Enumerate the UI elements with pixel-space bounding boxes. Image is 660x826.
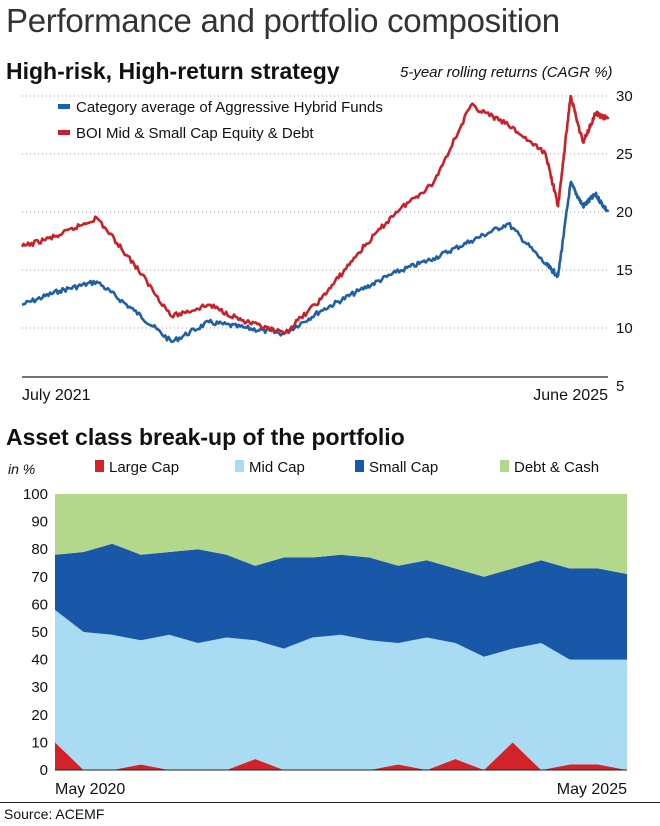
area-chart-y-label: in % bbox=[8, 461, 35, 477]
legend-label-category-avg: Category average of Aggressive Hybrid Fu… bbox=[76, 99, 383, 116]
legend-label-area-0: Large Cap bbox=[109, 459, 179, 476]
line-chart: 5 10 15 20 25 30 July 2021 June 2025 Category… bbox=[20, 88, 633, 404]
area-chart-y-tick: 60 bbox=[31, 596, 48, 613]
area-chart-y-tick: 10 bbox=[31, 734, 48, 751]
area-chart-areas bbox=[55, 494, 627, 771]
area-chart: in % Large Cap Mid Cap Small Cap Debt & Cas… bbox=[8, 459, 627, 798]
line-chart-y-tick: 20 bbox=[616, 204, 633, 221]
line-chart-y-tick: 5 bbox=[616, 378, 624, 395]
line-chart-subtitle: 5-year rolling returns (CAGR %) bbox=[400, 64, 613, 81]
area-chart-y-tick: 20 bbox=[31, 707, 48, 724]
area-chart-y-tick: 70 bbox=[31, 569, 48, 586]
line-chart-x-start-label: July 2021 bbox=[22, 387, 91, 404]
line-chart-y-tick: 25 bbox=[616, 146, 633, 163]
area-chart-y-tick: 0 bbox=[40, 762, 48, 779]
legend-label-area-1: Mid Cap bbox=[249, 459, 305, 476]
area-series-3 bbox=[55, 494, 627, 577]
legend-swatch-category-avg bbox=[58, 104, 70, 109]
area-series-0 bbox=[55, 742, 627, 770]
line-chart-y-ticks: 5 10 15 20 25 30 bbox=[616, 88, 633, 395]
area-chart-y-tick: 40 bbox=[31, 652, 48, 669]
area-series-2 bbox=[55, 543, 627, 660]
line-chart-y-tick: 30 bbox=[616, 88, 633, 105]
legend-swatch-boi-fund bbox=[58, 130, 70, 135]
line-chart-legend: Category average of Aggressive Hybrid Fu… bbox=[58, 99, 383, 142]
area-chart-x-end-label: May 2025 bbox=[557, 781, 627, 798]
area-chart-y-tick: 100 bbox=[23, 486, 48, 503]
line-series-1 bbox=[20, 94, 610, 336]
area-chart-y-ticks: 0 10 20 30 40 50 60 70 80 90 100 bbox=[23, 486, 48, 779]
source-divider bbox=[0, 802, 660, 803]
area-series-1 bbox=[55, 609, 627, 770]
line-chart-series-group bbox=[20, 94, 610, 344]
line-series-0 bbox=[21, 180, 610, 344]
source-note: Source: ACEMF bbox=[4, 806, 105, 822]
legend-swatch-area-1 bbox=[235, 460, 244, 472]
line-chart-grid bbox=[22, 95, 608, 329]
legend-swatch-area-3 bbox=[500, 460, 509, 472]
legend-label-boi-fund: BOI Mid & Small Cap Equity & Debt bbox=[76, 125, 314, 142]
area-chart-y-tick: 90 bbox=[31, 514, 48, 531]
line-chart-x-end-label: June 2025 bbox=[533, 387, 608, 404]
line-chart-title: High-risk, High-return strategy bbox=[6, 58, 340, 84]
legend-label-area-3: Debt & Cash bbox=[514, 459, 599, 476]
area-chart-y-tick: 80 bbox=[31, 541, 48, 558]
area-chart-y-tick: 50 bbox=[31, 624, 48, 641]
area-chart-legend: Large Cap Mid Cap Small Cap Debt & Cash bbox=[95, 459, 599, 476]
area-chart-title: Asset class break-up of the portfolio bbox=[6, 424, 405, 450]
area-chart-x-start-label: May 2020 bbox=[55, 781, 125, 798]
legend-label-area-2: Small Cap bbox=[369, 459, 438, 476]
legend-swatch-area-2 bbox=[355, 460, 364, 472]
legend-swatch-area-0 bbox=[95, 460, 104, 472]
page-title: Performance and portfolio composition bbox=[6, 2, 560, 39]
area-chart-y-tick: 30 bbox=[31, 679, 48, 696]
line-chart-y-tick: 15 bbox=[616, 262, 633, 279]
line-chart-y-tick: 10 bbox=[616, 320, 633, 337]
